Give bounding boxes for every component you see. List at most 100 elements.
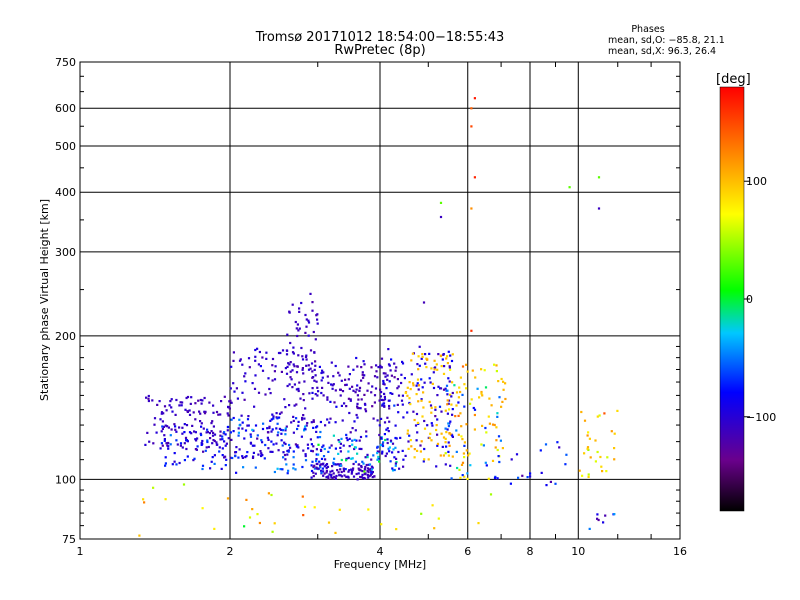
data-point bbox=[223, 395, 226, 398]
y-tick-label: 100 bbox=[55, 473, 76, 486]
data-point bbox=[270, 418, 273, 421]
y-tick-label: 200 bbox=[55, 330, 76, 343]
data-point bbox=[194, 431, 197, 434]
data-point bbox=[329, 470, 332, 473]
data-point bbox=[430, 411, 433, 414]
phase-info-title: Phases bbox=[631, 24, 664, 35]
data-point bbox=[311, 309, 314, 312]
data-point bbox=[303, 429, 306, 432]
data-point bbox=[306, 443, 309, 446]
data-point bbox=[413, 456, 416, 459]
data-point bbox=[401, 449, 404, 452]
data-point bbox=[386, 438, 389, 441]
data-point bbox=[216, 443, 219, 446]
data-point bbox=[450, 403, 453, 406]
data-point bbox=[428, 352, 431, 355]
data-point bbox=[459, 376, 462, 379]
data-point bbox=[200, 443, 203, 446]
data-point bbox=[388, 404, 391, 408]
data-point bbox=[347, 456, 350, 460]
data-point bbox=[186, 395, 190, 399]
data-point bbox=[351, 443, 354, 446]
data-point bbox=[415, 439, 418, 442]
data-point bbox=[295, 388, 298, 391]
data-point bbox=[417, 355, 420, 358]
data-point bbox=[200, 425, 203, 428]
data-point bbox=[358, 386, 362, 389]
data-point bbox=[596, 513, 599, 516]
data-point bbox=[321, 467, 324, 470]
data-point bbox=[594, 439, 597, 442]
data-point bbox=[362, 376, 365, 379]
data-point bbox=[330, 474, 333, 477]
data-point bbox=[435, 424, 438, 427]
data-point bbox=[342, 467, 345, 470]
data-point bbox=[248, 516, 252, 519]
data-point bbox=[363, 363, 366, 366]
chart-subtitle: RwPretec (8p) bbox=[334, 43, 425, 58]
data-point bbox=[287, 449, 290, 452]
data-point bbox=[364, 410, 368, 413]
data-point bbox=[388, 407, 391, 410]
data-point bbox=[435, 465, 438, 468]
data-point bbox=[324, 424, 327, 427]
data-point bbox=[244, 380, 247, 383]
data-point bbox=[310, 362, 314, 365]
data-point bbox=[199, 412, 202, 415]
data-point bbox=[426, 424, 429, 427]
data-point bbox=[336, 469, 339, 472]
data-point bbox=[344, 468, 347, 471]
data-point bbox=[488, 397, 491, 400]
data-point bbox=[227, 406, 230, 409]
data-point bbox=[447, 450, 450, 453]
data-point bbox=[185, 424, 189, 427]
data-point bbox=[465, 449, 468, 452]
data-point bbox=[241, 427, 244, 430]
data-point bbox=[469, 464, 472, 467]
data-point bbox=[283, 453, 287, 457]
data-point bbox=[309, 367, 312, 370]
data-point bbox=[310, 476, 313, 479]
data-point bbox=[314, 360, 317, 363]
data-point bbox=[465, 423, 468, 426]
data-point bbox=[297, 389, 300, 393]
data-point bbox=[163, 439, 166, 442]
data-point bbox=[384, 438, 387, 442]
data-point bbox=[260, 454, 263, 458]
data-point bbox=[428, 436, 431, 440]
data-point bbox=[290, 378, 293, 381]
data-point bbox=[359, 475, 362, 479]
data-point bbox=[247, 357, 251, 360]
data-point bbox=[457, 396, 460, 399]
data-point bbox=[382, 379, 385, 383]
data-point bbox=[333, 475, 336, 478]
data-point bbox=[362, 462, 365, 465]
data-point bbox=[273, 370, 276, 373]
data-point bbox=[420, 398, 423, 401]
data-point bbox=[367, 468, 370, 471]
data-point bbox=[357, 472, 360, 475]
data-point bbox=[279, 351, 282, 355]
data-point bbox=[225, 458, 228, 461]
data-point bbox=[482, 444, 485, 447]
data-point bbox=[453, 384, 456, 387]
data-point bbox=[460, 435, 463, 438]
data-point bbox=[442, 372, 446, 375]
x-tick-label: 6 bbox=[464, 545, 471, 558]
data-point bbox=[352, 368, 355, 371]
data-point bbox=[391, 392, 394, 395]
data-point bbox=[160, 412, 163, 415]
data-point bbox=[363, 470, 366, 473]
data-point bbox=[594, 460, 597, 463]
data-point bbox=[171, 410, 174, 413]
data-point bbox=[213, 454, 216, 457]
data-point bbox=[206, 440, 209, 444]
data-point bbox=[320, 379, 323, 382]
data-point bbox=[284, 406, 287, 409]
data-point bbox=[263, 457, 266, 460]
data-point bbox=[312, 419, 315, 422]
data-point bbox=[448, 432, 451, 435]
data-point bbox=[339, 442, 342, 445]
data-point bbox=[316, 467, 319, 470]
data-point bbox=[382, 399, 385, 402]
